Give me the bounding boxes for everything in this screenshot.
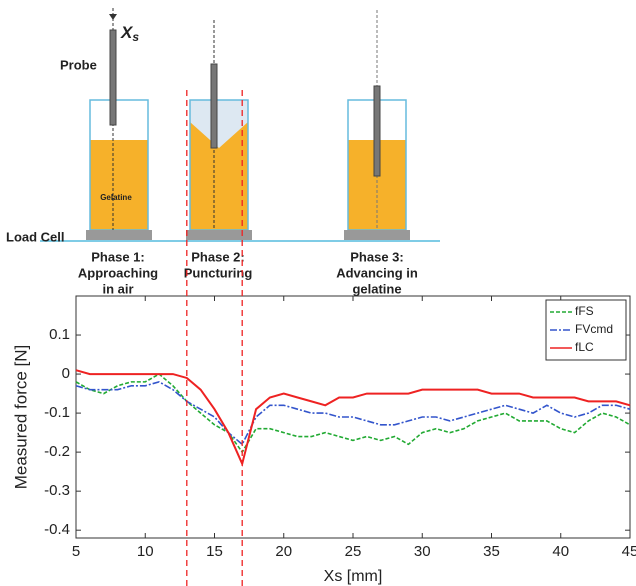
x-tick-label: 30	[414, 543, 431, 560]
x-tick-label: 10	[137, 543, 154, 560]
plot-area	[75, 295, 631, 539]
load-cell	[86, 230, 152, 240]
probe-label: Probe	[60, 57, 97, 72]
load-cell	[344, 230, 410, 240]
y-tick-label: -0.1	[44, 404, 70, 421]
x-tick-label: 20	[275, 543, 292, 560]
probe-axis-label: Xs	[120, 23, 139, 44]
phase-label: Phase 1:	[91, 249, 144, 264]
phase-label: in air	[102, 281, 133, 296]
phase-label: Phase 3:	[350, 249, 403, 264]
phase-label: gelatine	[352, 281, 401, 296]
probe	[109, 29, 117, 126]
y-axis-label: Measured force [N]	[11, 345, 30, 490]
legend-label: FVcmd	[575, 322, 613, 336]
probe	[210, 63, 218, 149]
diagram: Xs Probe Gelatine Load Cell	[6, 8, 440, 244]
y-tick-label: -0.4	[44, 521, 70, 538]
x-tick-label: 45	[622, 543, 636, 560]
y-tick-label: -0.3	[44, 482, 70, 499]
phase-label: Phase 2:	[191, 249, 244, 264]
x-axis-label: Xs [mm]	[324, 568, 383, 585]
phase-label: Approaching	[78, 265, 158, 280]
series-line	[75, 369, 631, 467]
series-line	[75, 381, 631, 446]
x-tick-label: 15	[206, 543, 223, 560]
x-tick-label: 5	[72, 543, 80, 560]
gelatine	[190, 122, 248, 230]
probe	[373, 85, 381, 177]
x-tick-label: 25	[345, 543, 362, 560]
legend-label: fFS	[575, 304, 594, 318]
x-tick-label: 40	[552, 543, 569, 560]
series-line	[75, 373, 631, 454]
gelatine	[90, 140, 148, 230]
y-tick-label: 0	[62, 365, 70, 382]
load-cell	[186, 230, 252, 240]
arrow	[109, 14, 117, 20]
phase-label: Puncturing	[184, 265, 253, 280]
legend-label: fLC	[575, 340, 594, 354]
x-tick-label: 35	[483, 543, 500, 560]
y-tick-label: 0.1	[49, 326, 70, 343]
y-tick-label: -0.2	[44, 443, 70, 460]
load-cell-label: Load Cell	[6, 229, 65, 244]
phase-label: Advancing in	[336, 265, 418, 280]
gelatine-label: Gelatine	[100, 193, 132, 202]
